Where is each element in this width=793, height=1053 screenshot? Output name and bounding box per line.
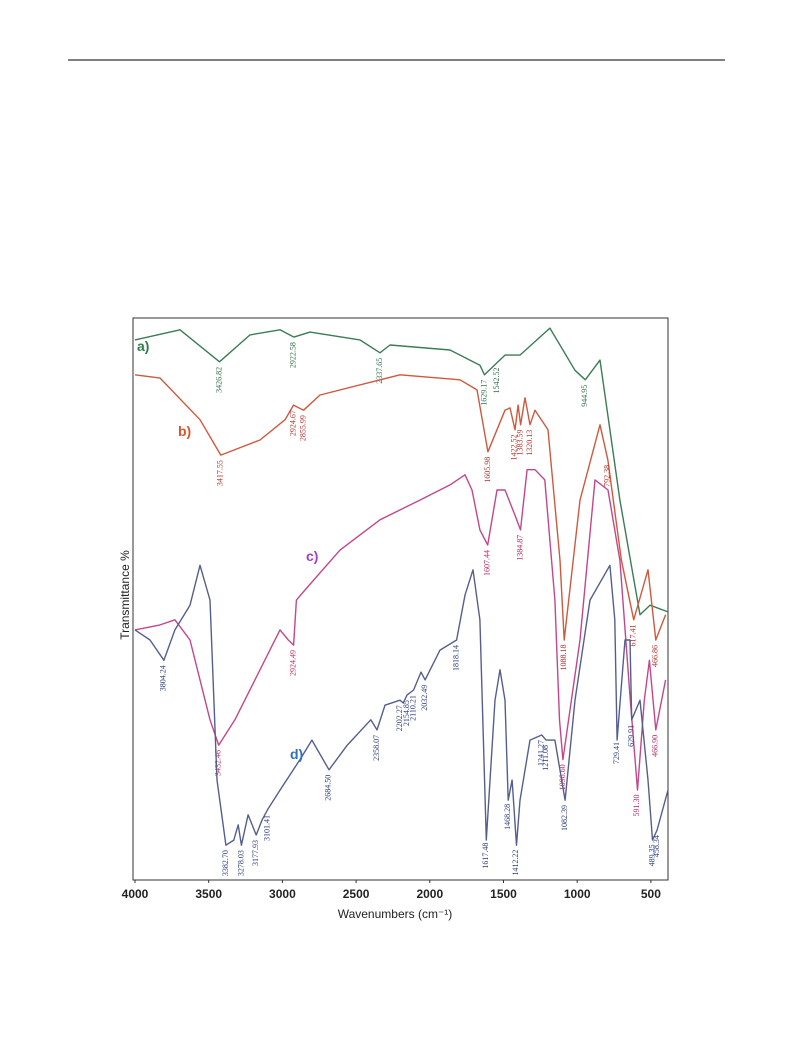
peak-label: 2684.50 (324, 775, 333, 801)
peak-label: 466.90 (651, 735, 660, 757)
x-tick-label: 3000 (269, 887, 296, 901)
peak-label: 2855.99 (298, 415, 307, 441)
peak-label: 2110.21 (408, 695, 417, 721)
peak-label: 591.30 (632, 794, 641, 816)
peak-label: 3382.70 (221, 850, 230, 876)
peak-label: 792.38 (603, 465, 612, 487)
series-name: a) (137, 338, 149, 354)
series-name: b) (178, 423, 191, 439)
peak-label: 2337.65 (375, 358, 384, 384)
peak-label: 1320.13 (525, 430, 534, 456)
peak-label: 1383.59 (516, 429, 525, 455)
peak-label: 1617.48 (481, 843, 490, 869)
series-name: c) (306, 548, 318, 564)
peak-label: 1605.98 (483, 457, 492, 483)
peak-label: 1241.27 (536, 740, 545, 766)
peak-label: 1082.39 (560, 805, 569, 831)
peak-label: 1211.08 (541, 745, 550, 771)
peak-label: 3278.03 (236, 850, 245, 876)
plot-frame (132, 317, 669, 881)
peak-label: 1096.60 (558, 764, 567, 790)
peak-label: 2922.58 (289, 342, 298, 368)
x-tick-label: 4000 (122, 887, 149, 901)
x-tick-label: 1500 (490, 887, 517, 901)
peak-label: 1468.28 (503, 804, 512, 830)
peak-label: 944.95 (580, 385, 589, 407)
peak-label: 2358.07 (372, 735, 381, 761)
peak-label: 3417.55 (216, 460, 225, 486)
peak-label: 1088.18 (559, 644, 568, 670)
peak-label: 489.35 (647, 844, 656, 866)
peak-label: 1607.44 (483, 550, 492, 576)
peak-label: 1412.22 (511, 850, 520, 876)
peak-label: 729.41 (612, 742, 621, 764)
peak-label: 3432.46 (214, 750, 223, 776)
spectrum-line (134, 327, 669, 616)
peak-label: 2032.49 (420, 685, 429, 711)
x-axis-title: Wavenumbers (cm⁻¹) (338, 907, 453, 921)
peak-label: 1422.52 (510, 434, 519, 460)
series-name: d) (290, 746, 303, 762)
spectrum-line (134, 469, 667, 791)
peak-label: 3426.82 (214, 367, 223, 393)
peak-label: 1384.87 (515, 535, 524, 561)
x-tick-label: 1000 (564, 887, 591, 901)
peak-label: 1818.14 (451, 645, 460, 671)
peak-label: 3804.24 (159, 665, 168, 691)
y-axis-title: Transmittance % (118, 550, 132, 640)
peak-label: 2154.85 (402, 700, 411, 726)
peak-label: 3177.93 (251, 840, 260, 866)
x-tick-label: 500 (641, 887, 661, 901)
peak-label: 2202.27 (395, 705, 404, 731)
peak-label: 458.34 (652, 835, 661, 857)
peak-label: 466.86 (651, 645, 660, 667)
peak-label: 3101.41 (262, 815, 271, 841)
x-tick-label: 2000 (416, 887, 443, 901)
peak-label: 1542.52 (492, 367, 501, 393)
peak-label: 2924.49 (288, 650, 297, 676)
peak-label: 2924.67 (288, 410, 297, 436)
peak-label: 617.41 (628, 625, 637, 647)
x-tick-label: 2500 (343, 887, 370, 901)
spectrum-line (134, 374, 667, 641)
spectrum-line (134, 564, 669, 846)
peak-label: 629.91 (627, 725, 636, 747)
peak-label: 1629.17 (479, 380, 488, 406)
x-tick-label: 3500 (195, 887, 222, 901)
